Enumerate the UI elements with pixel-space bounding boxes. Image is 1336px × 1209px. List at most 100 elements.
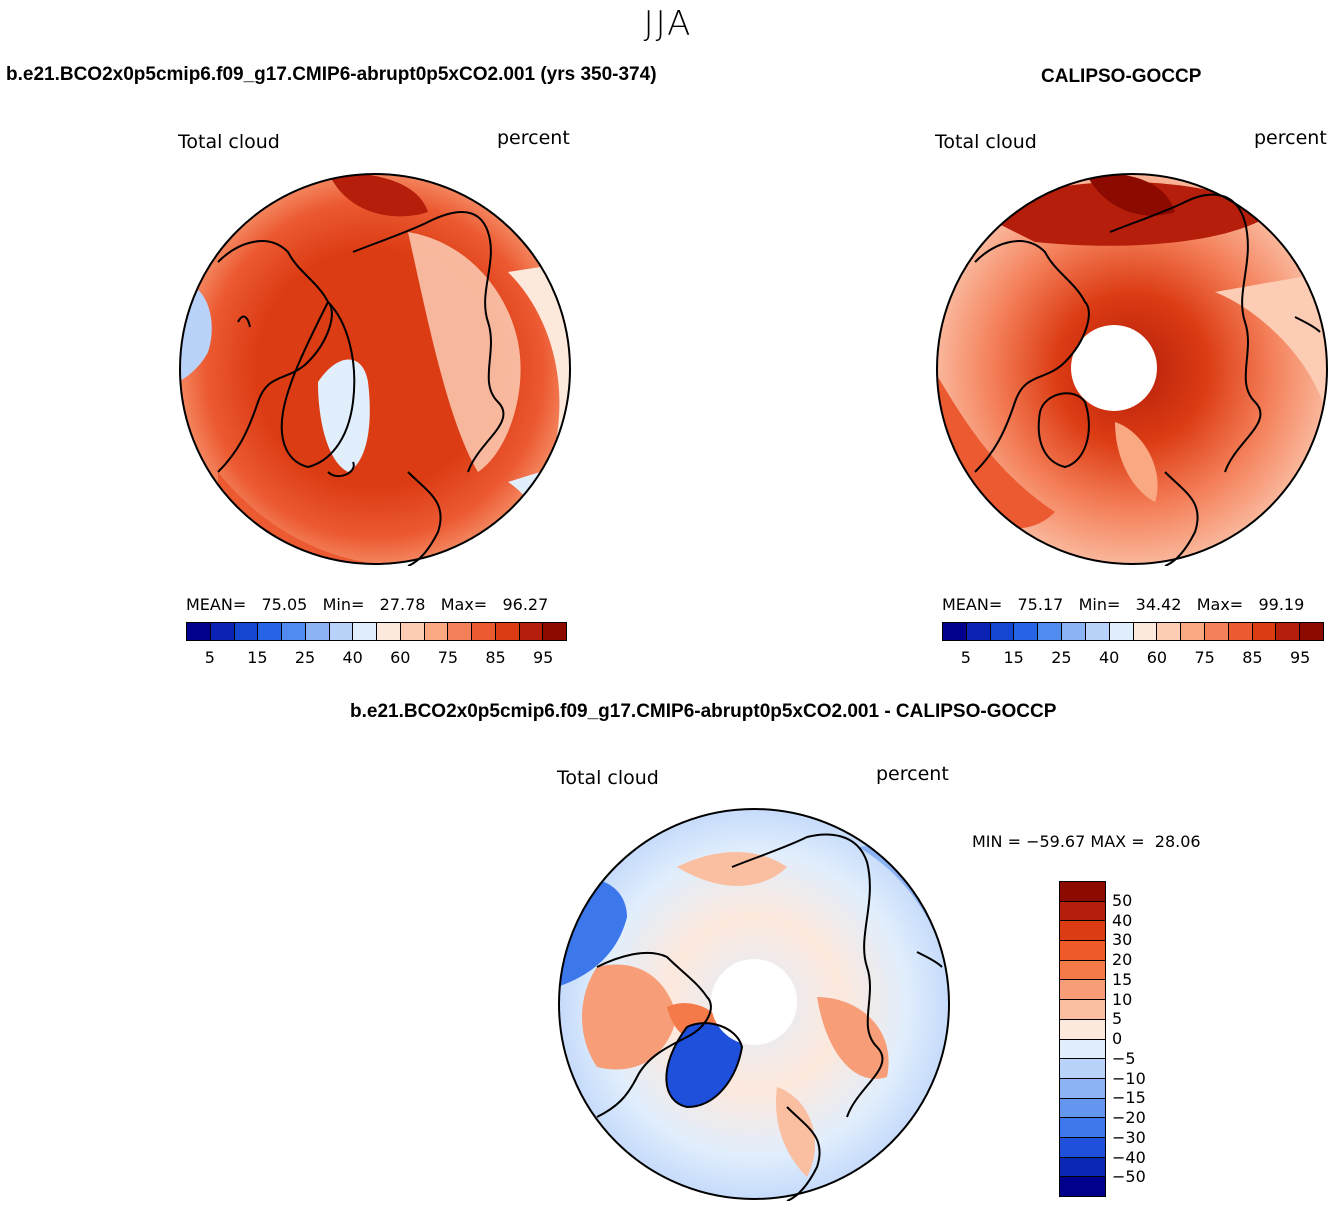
colorbar-swatch: [1181, 623, 1205, 640]
colorbar-swatch: [1133, 623, 1158, 640]
colorbar-swatch: [377, 623, 401, 640]
colorbar-swatch: [1060, 960, 1105, 981]
model-polar-map: [179, 173, 571, 566]
colorbar-tick-label: −10: [1112, 1068, 1146, 1088]
colorbar-swatch: [990, 623, 1015, 640]
colorbar-swatch: [543, 623, 566, 640]
colorbar-swatch: [1060, 1039, 1105, 1060]
colorbar-tick-label: 0: [1112, 1029, 1123, 1048]
colorbar-swatch: [1109, 623, 1134, 640]
diff-units-label: percent: [876, 763, 949, 785]
colorbar-swatch: [305, 623, 330, 640]
colorbar-swatch: [1252, 623, 1277, 640]
colorbar-tick-label: −30: [1112, 1127, 1146, 1147]
colorbar-tick-label: 50: [1112, 890, 1133, 910]
colorbar-swatch: [400, 623, 425, 640]
colorbar-swatch: [448, 623, 472, 640]
colorbar-swatch: [258, 623, 282, 640]
obs-colorbar: [942, 622, 1324, 641]
model-colorbar: [186, 622, 567, 641]
colorbar-tick-label: 15: [1003, 648, 1024, 667]
colorbar-swatch: [1228, 623, 1253, 640]
colorbar-swatch: [1060, 980, 1105, 1001]
colorbar-tick-label: 95: [1289, 648, 1311, 667]
colorbar-swatch: [1062, 623, 1086, 640]
obs-units-label: percent: [1254, 127, 1327, 149]
diff-variable-label: Total cloud: [557, 767, 659, 789]
obs-colorbar-ticks: 5 15 25 40 60 75 85 95: [942, 648, 1324, 668]
colorbar-tick-label: −50: [1112, 1167, 1146, 1187]
diff-stats: MIN = −59.67 MAX = 28.06: [972, 832, 1201, 851]
obs-stats: MEAN= 75.17 Min= 34.42 Max= 99.19: [942, 595, 1305, 614]
colorbar-swatch: [1085, 623, 1110, 640]
colorbar-tick-label: 40: [342, 648, 363, 667]
colorbar-tick-label: 30: [1112, 930, 1133, 950]
colorbar-swatch: [329, 623, 354, 640]
colorbar-swatch: [1060, 1059, 1105, 1079]
colorbar-swatch: [1060, 1157, 1105, 1178]
colorbar-swatch: [943, 623, 967, 640]
colorbar-tick-label: 25: [1051, 648, 1072, 667]
colorbar-tick-label: 95: [533, 648, 554, 667]
colorbar-tick-label: −15: [1112, 1088, 1146, 1108]
colorbar-tick-label: 40: [1098, 648, 1120, 667]
colorbar-swatch: [1060, 882, 1105, 902]
obs-missing-data-hole: [1071, 325, 1157, 411]
obs-polar-map: [936, 173, 1328, 566]
colorbar-swatch: [1060, 1000, 1105, 1020]
diff-missing-data-hole: [711, 959, 797, 1045]
colorbar-swatch: [1038, 623, 1063, 640]
diff-colorbar: [1059, 881, 1106, 1197]
colorbar-swatch: [1204, 623, 1229, 640]
colorbar-swatch: [1060, 1137, 1105, 1158]
colorbar-swatch: [1060, 1177, 1105, 1196]
colorbar-swatch: [1060, 1118, 1105, 1138]
colorbar-tick-label: 25: [294, 648, 316, 667]
colorbar-tick-label: 15: [247, 648, 268, 667]
colorbar-swatch: [966, 623, 991, 640]
colorbar-swatch: [519, 623, 544, 640]
colorbar-tick-label: 5: [1112, 1009, 1123, 1029]
colorbar-tick-label: 15: [1112, 969, 1133, 989]
colorbar-tick-label: 5: [960, 648, 971, 667]
model-coastlines: [217, 211, 505, 566]
colorbar-swatch: [1060, 921, 1105, 942]
colorbar-swatch: [495, 623, 520, 640]
obs-coastlines: [974, 193, 1321, 566]
model-panel-title: b.e21.BCO2x0p5cmip6.f09_g17.CMIP6-abrupt…: [6, 64, 657, 85]
colorbar-swatch: [234, 623, 259, 640]
colorbar-tick-label: 20: [1112, 950, 1133, 969]
colorbar-swatch: [472, 623, 496, 640]
obs-variable-label: Total cloud: [935, 131, 1037, 153]
colorbar-tick-label: 85: [485, 648, 506, 667]
colorbar-tick-label: 75: [1194, 648, 1215, 667]
colorbar-swatch: [1014, 623, 1039, 640]
colorbar-tick-label: −20: [1112, 1108, 1146, 1127]
colorbar-tick-label: 5: [204, 648, 215, 667]
colorbar-tick-label: 40: [1112, 910, 1133, 930]
colorbar-tick-label: 85: [1242, 648, 1263, 667]
colorbar-swatch: [282, 623, 306, 640]
model-stats: MEAN= 75.05 Min= 27.78 Max= 96.27: [186, 595, 549, 614]
model-variable-label: Total cloud: [178, 131, 280, 153]
colorbar-tick-label: 60: [390, 648, 411, 667]
colorbar-tick-label: 10: [1112, 989, 1133, 1009]
colorbar-tick-label: 60: [1146, 648, 1168, 667]
colorbar-swatch: [1060, 941, 1105, 961]
colorbar-swatch: [1300, 623, 1323, 640]
diff-panel-title: b.e21.BCO2x0p5cmip6.f09_g17.CMIP6-abrupt…: [350, 701, 1057, 722]
colorbar-swatch: [210, 623, 235, 640]
colorbar-tick-label: −5: [1112, 1048, 1136, 1068]
colorbar-swatch: [187, 623, 211, 640]
diff-colorbar-ticks: 50 40 30 20 15 10 5 0 −5 −10 −15 −20 −30 −40 −50: [1112, 881, 1172, 1197]
model-units-label: percent: [497, 127, 570, 149]
colorbar-swatch: [424, 623, 449, 640]
model-colorbar-ticks: 5 15 25 40 60 75 85 95: [186, 648, 567, 668]
main-title: JJA: [643, 4, 693, 44]
colorbar-tick-label: 75: [437, 648, 459, 667]
colorbar-tick-label: −40: [1112, 1147, 1146, 1167]
colorbar-swatch: [1060, 1078, 1105, 1099]
colorbar-swatch: [1157, 623, 1182, 640]
colorbar-swatch: [353, 623, 377, 640]
colorbar-swatch: [1060, 901, 1105, 922]
